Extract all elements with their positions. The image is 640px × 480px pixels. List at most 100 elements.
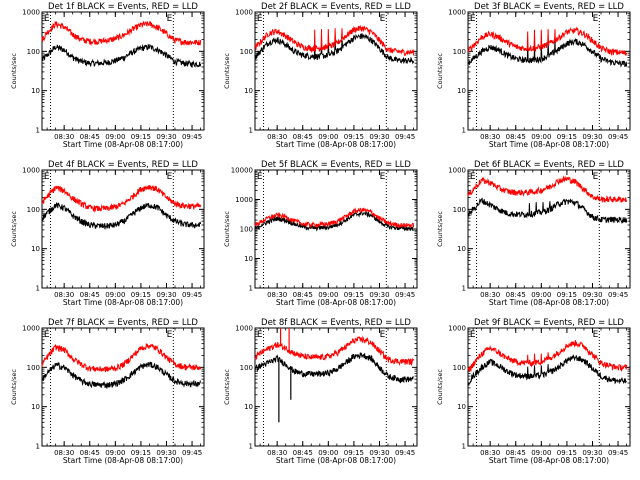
x-tick-label: 09:15: [557, 291, 577, 299]
y-tick-label: 100: [27, 364, 40, 372]
y-tick-label: 1000: [235, 9, 253, 17]
x-tick-label: 09:15: [131, 449, 151, 457]
y-tick-label: 100: [27, 206, 40, 214]
y-tick-label: 1000: [22, 325, 40, 333]
chart-title: Det 1f BLACK = Events, RED = LLD: [48, 2, 198, 12]
x-tick-label: 09:00: [318, 291, 338, 299]
time-marker-label: E: [470, 14, 476, 24]
lld-series-line: [41, 343, 202, 373]
y-tick-label: 10: [457, 245, 466, 253]
x-tick-label: 08:45: [80, 449, 100, 457]
x-tick-label: 09:00: [531, 449, 551, 457]
y-tick-label: 100: [453, 364, 466, 372]
x-tick-label: 09:00: [318, 133, 338, 141]
time-marker-label: E: [593, 14, 599, 24]
chart-title: Det 9f BLACK = Events, RED = LLD: [474, 318, 624, 328]
x-tick-label: 09:45: [608, 291, 628, 299]
x-tick-label: 08:45: [80, 291, 100, 299]
x-axis-label: Start Time (08-Apr-08 08:17:00): [63, 298, 183, 307]
y-axis-label: Counts/sec: [10, 369, 18, 405]
x-tick-label: 09:00: [531, 133, 551, 141]
chart-panel-1: Det 1f BLACK = Events, RED = LLD 1 10 100 10…: [10, 2, 205, 149]
x-tick-label: 09:15: [557, 449, 577, 457]
x-tick-label: 08:30: [54, 449, 74, 457]
x-tick-label: 08:45: [293, 449, 313, 457]
y-tick-label: 10: [31, 87, 40, 95]
chart-title: Det 4f BLACK = Events, RED = LLD: [48, 160, 198, 170]
lld-series-line: [467, 340, 628, 372]
y-tick-label: 10000: [231, 167, 253, 175]
plot-frame: [254, 327, 418, 447]
time-marker-label: E: [593, 172, 599, 182]
events-series-line: [467, 197, 628, 225]
y-tick-label: 100: [453, 206, 466, 214]
x-tick-label: 09:45: [182, 291, 202, 299]
x-tick-label: 09:00: [105, 133, 125, 141]
plot-frame: [41, 327, 205, 447]
x-tick-label: 09:00: [105, 291, 125, 299]
events-series-line: [254, 352, 414, 384]
x-axis-label: Start Time (08-Apr-08 08:17:00): [489, 140, 609, 149]
x-tick-label: 08:30: [54, 291, 74, 299]
x-tick-label: 08:45: [506, 133, 526, 141]
lld-series-line: [41, 184, 202, 213]
x-tick-label: 09:15: [557, 133, 577, 141]
y-tick-label: 10: [244, 255, 253, 263]
plot-frame: [467, 169, 631, 289]
events-series-line: [467, 38, 628, 68]
x-tick-label: 09:45: [608, 133, 628, 141]
time-marker-label: E: [257, 330, 263, 340]
y-tick-label: 100: [240, 226, 253, 234]
lld-series-line: [467, 175, 628, 203]
x-tick-label: 09:30: [582, 449, 602, 457]
x-tick-label: 09:45: [182, 449, 202, 457]
time-marker-label: E: [257, 172, 263, 182]
chart-title: Det 3f BLACK = Events, RED = LLD: [474, 2, 624, 12]
y-tick-label: 10: [457, 403, 466, 411]
x-axis-label: Start Time (08-Apr-08 08:17:00): [489, 298, 609, 307]
plot-frame: [254, 11, 418, 131]
x-axis-label: Start Time (08-Apr-08 08:17:00): [63, 140, 183, 149]
time-marker-label: E: [167, 14, 173, 24]
y-tick-label: 10: [31, 403, 40, 411]
y-tick-label: 1000: [448, 325, 466, 333]
y-tick-label: 1000: [235, 196, 253, 204]
plot-frame: [467, 327, 631, 447]
y-tick-label: 1000: [22, 167, 40, 175]
y-axis-label: Counts/sec: [436, 211, 444, 247]
y-tick-label: 10: [457, 87, 466, 95]
x-tick-label: 08:45: [506, 291, 526, 299]
x-axis-label: Start Time (08-Apr-08 08:17:00): [63, 456, 183, 465]
x-tick-label: 09:45: [608, 449, 628, 457]
y-tick-label: 1: [249, 443, 253, 451]
y-tick-label: 1000: [448, 167, 466, 175]
chart-title: Det 8f BLACK = Events, RED = LLD: [261, 318, 411, 328]
chart-panel-8: Det 8f BLACK = Events, RED = LLD 1 10 100 10…: [223, 318, 418, 465]
time-marker-label: E: [380, 330, 386, 340]
y-axis-label: Counts/sec: [10, 53, 18, 89]
x-tick-label: 09:30: [369, 133, 389, 141]
y-tick-label: 1: [249, 285, 253, 293]
y-tick-label: 1: [462, 285, 466, 293]
events-series-line: [254, 33, 415, 65]
y-axis-label: Counts/sec: [223, 211, 231, 247]
y-tick-label: 1: [36, 443, 40, 451]
x-axis-label: Start Time (08-Apr-08 08:17:00): [276, 456, 396, 465]
y-tick-label: 100: [240, 364, 253, 372]
x-tick-label: 08:30: [480, 133, 500, 141]
y-axis-label: Counts/sec: [436, 369, 444, 405]
chart-title: Det 5f BLACK = Events, RED = LLD: [261, 160, 411, 170]
y-tick-label: 1: [249, 127, 253, 135]
y-tick-label: 1: [36, 127, 40, 135]
lld-series-line: [467, 26, 628, 57]
plot-frame: [41, 169, 205, 289]
y-axis-label: Counts/sec: [10, 211, 18, 247]
x-axis-label: Start Time (08-Apr-08 08:17:00): [276, 140, 396, 149]
x-tick-label: 08:45: [293, 133, 313, 141]
events-series-line: [467, 353, 627, 386]
y-tick-label: 100: [27, 48, 40, 56]
y-tick-label: 1: [462, 127, 466, 135]
time-marker-label: E: [257, 14, 263, 24]
events-series-line: [254, 209, 414, 232]
y-tick-label: 100: [240, 48, 253, 56]
